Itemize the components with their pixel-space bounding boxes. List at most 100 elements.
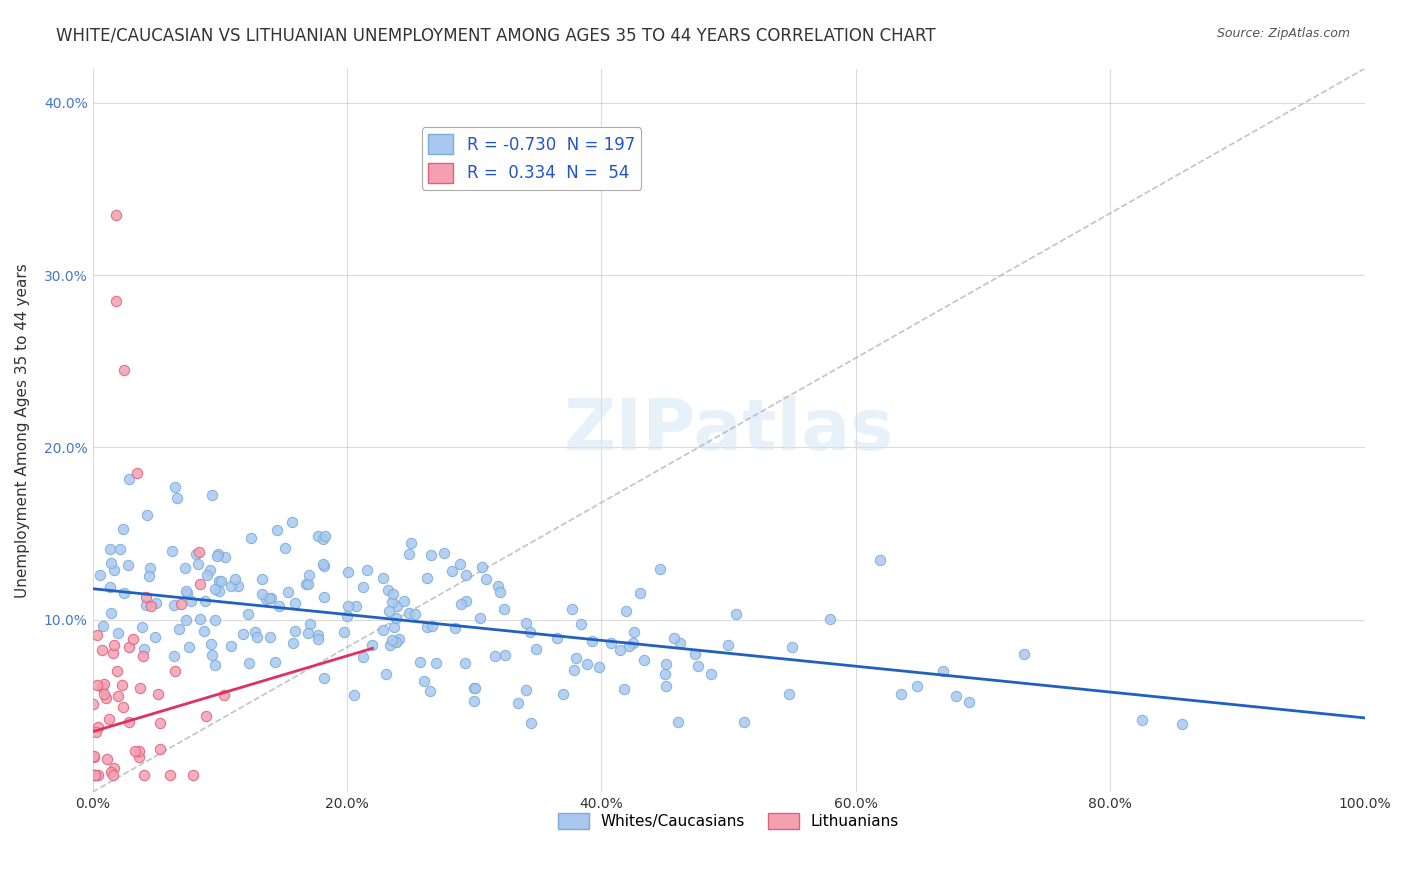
Point bbox=[93, 676, 115, 690]
Point bbox=[167, 622, 190, 636]
Point bbox=[90, 680, 112, 694]
Point bbox=[84, 725, 107, 739]
Point bbox=[312, 559, 335, 574]
Point bbox=[308, 632, 330, 646]
Point bbox=[98, 541, 121, 556]
Point bbox=[193, 594, 215, 608]
Point bbox=[484, 649, 506, 664]
Point bbox=[254, 591, 277, 606]
Point bbox=[600, 636, 623, 650]
Point bbox=[188, 612, 211, 626]
Point bbox=[100, 606, 122, 620]
Point bbox=[633, 653, 655, 667]
Point bbox=[456, 568, 478, 582]
Point bbox=[373, 624, 395, 638]
Point bbox=[226, 579, 249, 593]
Point bbox=[373, 571, 395, 585]
Point bbox=[588, 660, 610, 674]
Point bbox=[93, 687, 115, 701]
Point bbox=[162, 649, 184, 664]
Point bbox=[463, 694, 485, 708]
Point bbox=[336, 566, 359, 580]
Point bbox=[145, 596, 167, 610]
Point bbox=[187, 557, 209, 571]
Point bbox=[84, 768, 107, 782]
Point bbox=[780, 640, 803, 655]
Point bbox=[188, 576, 211, 591]
Point bbox=[420, 548, 443, 562]
Point bbox=[295, 577, 318, 591]
Point bbox=[107, 690, 129, 704]
Point bbox=[132, 768, 155, 782]
Point bbox=[159, 768, 181, 782]
Point bbox=[312, 558, 335, 572]
Point bbox=[112, 363, 135, 377]
Point bbox=[243, 624, 266, 639]
Point bbox=[205, 549, 228, 563]
Point bbox=[180, 594, 202, 608]
Point bbox=[508, 697, 530, 711]
Point bbox=[198, 564, 221, 578]
Point bbox=[394, 593, 416, 607]
Point bbox=[945, 690, 967, 704]
Point bbox=[382, 620, 405, 634]
Point bbox=[267, 599, 290, 614]
Point bbox=[668, 714, 690, 729]
Point bbox=[890, 687, 912, 701]
Point bbox=[519, 624, 541, 639]
Point bbox=[212, 688, 235, 702]
Point bbox=[308, 628, 330, 642]
Point bbox=[165, 480, 187, 494]
Point bbox=[86, 678, 108, 692]
Point bbox=[443, 621, 465, 635]
Point bbox=[112, 586, 135, 600]
Point bbox=[236, 607, 259, 621]
Point bbox=[132, 648, 155, 663]
Point bbox=[454, 594, 477, 608]
Point bbox=[561, 602, 583, 616]
Point bbox=[96, 691, 118, 706]
Point bbox=[381, 594, 404, 608]
Point bbox=[139, 599, 162, 613]
Point bbox=[163, 598, 186, 612]
Point bbox=[201, 488, 224, 502]
Point bbox=[628, 586, 651, 600]
Point bbox=[174, 584, 197, 599]
Point bbox=[655, 657, 678, 671]
Point bbox=[274, 541, 297, 555]
Point bbox=[250, 586, 273, 600]
Point bbox=[184, 547, 207, 561]
Point bbox=[117, 472, 139, 486]
Point bbox=[524, 642, 547, 657]
Point bbox=[201, 648, 224, 662]
Point bbox=[724, 607, 747, 622]
Point bbox=[257, 591, 280, 605]
Point bbox=[377, 604, 399, 618]
Point bbox=[83, 749, 105, 764]
Point bbox=[148, 687, 170, 701]
Point bbox=[683, 647, 706, 661]
Legend: Whites/Caucasians, Lithuanians: Whites/Caucasians, Lithuanians bbox=[553, 806, 905, 835]
Point bbox=[89, 568, 111, 582]
Point bbox=[356, 563, 378, 577]
Point bbox=[193, 624, 215, 639]
Point bbox=[385, 635, 408, 649]
Point bbox=[399, 536, 422, 550]
Point bbox=[662, 631, 685, 645]
Point bbox=[420, 619, 443, 633]
Point bbox=[284, 596, 307, 610]
Point bbox=[470, 611, 492, 625]
Point bbox=[187, 545, 209, 559]
Point bbox=[581, 634, 603, 648]
Point bbox=[409, 655, 432, 669]
Point bbox=[131, 620, 153, 634]
Point bbox=[623, 625, 645, 640]
Point bbox=[82, 698, 104, 712]
Point bbox=[298, 617, 321, 632]
Text: Source: ZipAtlas.com: Source: ZipAtlas.com bbox=[1216, 27, 1350, 40]
Point bbox=[103, 646, 125, 660]
Point bbox=[284, 624, 307, 639]
Point bbox=[361, 638, 384, 652]
Point bbox=[686, 658, 709, 673]
Point bbox=[104, 208, 127, 222]
